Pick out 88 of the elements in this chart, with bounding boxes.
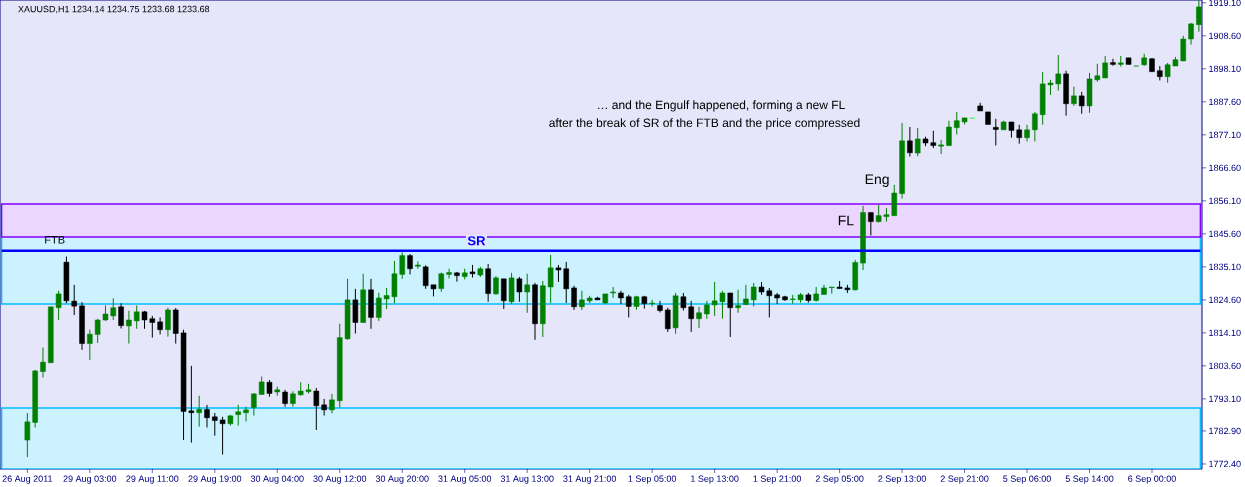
candlestick [618,290,624,305]
candlestick [907,126,913,158]
candlestick [610,286,616,299]
y-tick-label: 1793.10 [1209,395,1241,403]
x-tick-label: 31 Aug 05:00 [438,475,492,484]
x-tick-label: 26 Aug 2011 [2,475,53,484]
candlestick [665,307,671,333]
candlestick [321,398,327,417]
candlestick [579,290,585,311]
candlestick [750,282,757,307]
y-tick-label: 1824.60 [1209,296,1241,304]
x-tick-label: 31 Aug 21:00 [563,475,617,484]
candlestick [508,272,515,305]
candlestick [1071,86,1077,107]
annotation: after the break of SR of the FTB and the price compressed [549,118,860,130]
candlestick [1032,111,1038,142]
candlestick [946,120,952,147]
candlestick [1102,55,1108,79]
candlestick [157,316,163,335]
candlestick [493,275,499,296]
candlestick [993,118,999,147]
y-tick-label: 1835.10 [1209,263,1241,271]
candlestick [251,392,257,417]
x-tick-label: 1 Sep 05:00 [628,475,677,484]
x-tick-label: 2 Sep 21:00 [940,475,989,484]
candlestick [571,285,577,311]
x-tick-label: 31 Aug 13:00 [500,475,554,484]
x-tick-label: 1 Sep 21:00 [753,475,802,484]
x-tick-label: 2 Sep 13:00 [878,475,926,484]
y-tick-label: 1782.90 [1209,427,1241,435]
candlestick [204,404,210,428]
y-tick-label: 1898.10 [1209,65,1241,73]
candlestick [868,211,874,236]
candlestick [501,278,507,310]
candlestick [727,292,734,338]
x-tick-label: 30 Aug 20:00 [375,475,429,484]
y-tick-label: 1845.60 [1209,230,1241,238]
y-tick-label: 1814.10 [1209,329,1241,337]
x-tick-label: 5 Sep 06:00 [1003,475,1051,484]
candlestick [352,288,359,335]
x-tick-label: 1 Sep 13:00 [691,475,739,484]
candlestick [118,302,124,329]
candlestick [165,307,171,338]
y-tick-label: 1866.60 [1209,164,1241,172]
band-label: FL [838,215,854,226]
candlestick [743,284,749,306]
x-tick-label: 6 Sep 00:00 [1128,475,1176,484]
annotation: … and the Engulf happened, forming a new FL [598,100,845,112]
y-tick-label: 1919.10 [1209,0,1241,7]
candlestick [735,289,741,314]
x-tick-label: 29 Aug 19:00 [188,475,242,484]
candlestick [774,292,780,305]
y-tick-label: 1772.40 [1209,460,1241,468]
candlestick [938,139,944,155]
annotation: Eng [865,174,889,187]
x-tick-label: 2 Sep 05:00 [815,475,864,484]
text: XAUUSD,H1 1234.14 1234.75 1233.68 1233.68 [18,5,210,14]
candlestick [313,387,320,431]
x-tick-label: 5 Sep 14:00 [1065,475,1114,484]
candlestick [235,404,241,427]
candlestick [914,127,921,157]
candlestick [446,268,452,279]
y-tick-label: 1887.60 [1209,98,1241,106]
candlestick [696,306,702,329]
candlestick [133,305,140,330]
y-tick-label: 1856.10 [1209,197,1241,205]
candlestick [524,273,530,314]
candlestick [329,393,335,414]
candlestick [126,310,132,345]
y-tick-label: 1877.10 [1209,131,1241,139]
candlestick [454,271,460,283]
candlestick [407,253,413,275]
candlestick [40,347,46,379]
ref-line-label: SR [467,236,486,246]
candlestick [1110,58,1116,67]
candlestick [196,395,202,428]
annotation: FTB [45,236,65,244]
x-tick-label: 30 Aug 12:00 [313,475,367,484]
x-tick-label: 30 Aug 04:00 [250,475,304,484]
candlestick [415,261,421,270]
x-tick-label: 29 Aug 03:00 [63,475,117,484]
candlestick [625,294,632,318]
candlestick [1078,91,1085,115]
x-tick-label: 29 Aug 11:00 [126,475,179,484]
y-tick-label: 1908.60 [1209,32,1241,40]
candlestick [516,276,523,303]
y-tick-label: 1803.60 [1209,362,1241,370]
candlestick [243,406,249,423]
